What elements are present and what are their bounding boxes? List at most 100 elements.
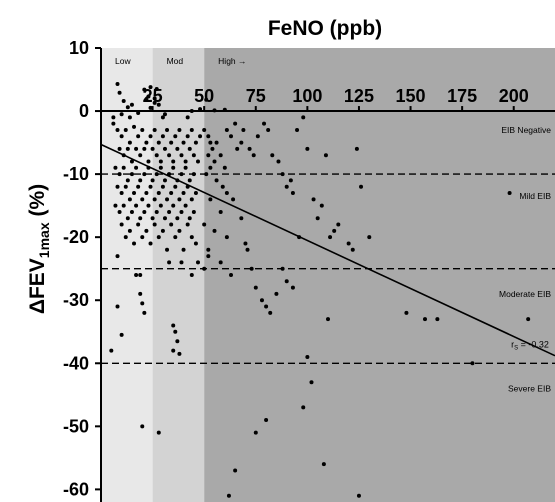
data-point-179 xyxy=(220,184,225,189)
data-point-238 xyxy=(309,380,314,385)
zone-labels: Low Mod High → xyxy=(115,56,247,66)
data-point-176 xyxy=(222,165,227,170)
x-tick-label-1: 50 xyxy=(194,86,214,106)
data-point-154 xyxy=(109,348,114,353)
zone-1 xyxy=(152,48,205,502)
data-point-53 xyxy=(162,146,167,151)
data-point-240 xyxy=(326,317,330,322)
data-point-217 xyxy=(332,228,337,233)
data-point-110 xyxy=(146,203,151,208)
band-label-1: Mild EIB xyxy=(519,191,551,201)
data-point-195 xyxy=(235,146,240,151)
data-point-71 xyxy=(150,178,155,183)
data-point-104 xyxy=(121,203,126,208)
data-point-243 xyxy=(264,418,269,423)
data-point-114 xyxy=(162,216,167,221)
data-point-23 xyxy=(123,127,128,132)
data-point-248 xyxy=(422,317,427,322)
data-point-216 xyxy=(328,235,333,240)
data-point-158 xyxy=(140,301,145,306)
data-point-122 xyxy=(119,222,124,227)
data-point-67 xyxy=(134,165,139,170)
y-axis-label: ΔFEV1max (%) xyxy=(26,184,52,314)
data-point-214 xyxy=(319,203,324,208)
data-point-87 xyxy=(136,184,141,189)
data-point-93 xyxy=(160,184,165,189)
data-point-136 xyxy=(132,241,137,246)
data-point-123 xyxy=(127,228,132,233)
data-point-38 xyxy=(185,134,190,139)
data-point-187 xyxy=(206,247,211,252)
data-point-86 xyxy=(132,191,137,196)
data-point-140 xyxy=(193,241,198,246)
data-point-82 xyxy=(115,184,120,189)
data-point-85 xyxy=(127,197,132,202)
data-point-107 xyxy=(134,203,139,208)
data-point-124 xyxy=(136,222,141,227)
data-point-172 xyxy=(206,153,211,158)
eib-threshold-lines xyxy=(101,173,555,364)
data-point-232 xyxy=(274,291,279,296)
data-point-207 xyxy=(288,178,293,183)
x-tick-label-7: 200 xyxy=(499,86,529,106)
data-point-126 xyxy=(152,222,157,227)
data-point-51 xyxy=(154,153,159,158)
data-point-148 xyxy=(111,115,116,120)
data-point-21 xyxy=(115,127,120,132)
data-point-206 xyxy=(284,184,289,189)
y-axis-label-sub: 1max xyxy=(36,222,52,258)
data-point-84 xyxy=(123,184,128,189)
data-point-108 xyxy=(138,216,143,221)
data-point-137 xyxy=(148,241,153,246)
data-point-239 xyxy=(301,405,306,410)
data-point-165 xyxy=(171,348,176,353)
data-point-56 xyxy=(175,146,180,151)
data-point-15 xyxy=(162,112,167,117)
data-point-169 xyxy=(208,140,213,145)
regression-line xyxy=(100,143,555,357)
data-point-119 xyxy=(183,203,188,208)
data-point-234 xyxy=(284,279,289,284)
data-point-249 xyxy=(435,317,440,322)
data-point-61 xyxy=(195,159,200,164)
data-point-129 xyxy=(177,228,182,233)
data-point-130 xyxy=(185,222,190,227)
data-point-181 xyxy=(208,197,213,202)
data-point-235 xyxy=(290,285,295,290)
data-point-8 xyxy=(152,96,157,101)
data-point-164 xyxy=(175,339,180,344)
data-point-166 xyxy=(177,351,182,356)
data-point-208 xyxy=(290,191,295,196)
data-point-202 xyxy=(266,127,271,132)
data-point-229 xyxy=(259,298,264,303)
data-points xyxy=(109,81,531,498)
data-point-17 xyxy=(204,97,209,102)
data-point-192 xyxy=(224,127,229,132)
data-point-24 xyxy=(127,140,132,145)
y-tick-label-3: -20 xyxy=(63,227,89,247)
data-point-79 xyxy=(183,165,188,170)
data-point-175 xyxy=(218,153,223,158)
data-point-74 xyxy=(162,178,167,183)
data-point-174 xyxy=(208,165,213,170)
data-point-224 xyxy=(239,216,244,221)
data-point-59 xyxy=(187,146,192,151)
data-point-73 xyxy=(158,165,163,170)
data-point-183 xyxy=(231,197,236,202)
data-point-150 xyxy=(160,115,165,120)
data-point-157 xyxy=(138,291,143,296)
correlation-annotation: rS = -0.32 xyxy=(511,340,549,352)
data-point-54 xyxy=(167,153,172,158)
data-point-205 xyxy=(280,172,285,177)
data-point-252 xyxy=(526,317,531,322)
data-point-128 xyxy=(169,222,174,227)
data-point-116 xyxy=(171,203,176,208)
data-point-57 xyxy=(179,153,184,158)
data-point-144 xyxy=(195,260,200,265)
data-point-159 xyxy=(142,310,147,315)
zone-label-0: Low xyxy=(115,56,131,66)
data-point-50 xyxy=(150,146,155,151)
data-point-245 xyxy=(226,493,231,498)
x-tick-labels: 25 50 75 100 125 150 175 200 xyxy=(143,86,529,106)
correlation-r: r xyxy=(511,340,514,350)
